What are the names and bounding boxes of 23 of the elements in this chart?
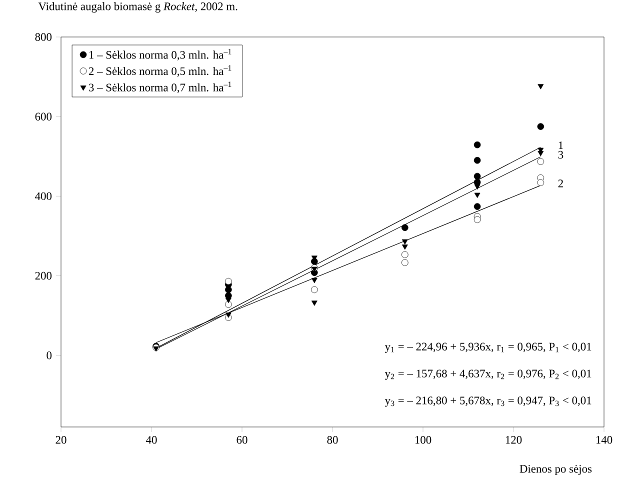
legend-label: 3 – Sėklos norma 0,7 mln. ha$^{–1}$ bbox=[89, 82, 232, 94]
y-tick-label: 800 bbox=[35, 33, 52, 41]
legend-label: 2 – Sėklos norma 0,5 mln. ha$^{–1}$ bbox=[88, 65, 232, 77]
series-label: 1 bbox=[558, 141, 563, 150]
x-tick-label: 40 bbox=[146, 436, 157, 444]
series-label: 2 bbox=[558, 180, 563, 188]
x-tick-label: 140 bbox=[596, 436, 612, 444]
annotation: y$_{1}$ = – 224,96 + 5,936x, r$_{1}$ = 0,965, P$_{1}$ < 0,01 bbox=[384, 342, 592, 353]
series-label: 3 bbox=[558, 150, 564, 159]
x-tick-label: 120 bbox=[506, 436, 522, 444]
y-tick-label: 200 bbox=[35, 272, 52, 280]
y-tick-label: 0 bbox=[46, 352, 52, 360]
x-axis-title: Dienos po sėjos bbox=[520, 465, 592, 476]
y-tick-label: 400 bbox=[35, 192, 52, 200]
x-tick-label: 80 bbox=[327, 436, 338, 444]
legend-label: 1 – Sėklos norma 0,3 mln. ha$^{–1}$ bbox=[89, 48, 232, 60]
chart-title: Vidutinė augalo biomasė g Rocket, 2002 m. bbox=[38, 2, 238, 13]
y-tick-label: 600 bbox=[35, 112, 52, 120]
annotation: y$_{2}$ = – 157,68 + 4,637x, r$_{2}$ = 0,976, P$_{2}$ < 0,01 bbox=[384, 370, 592, 380]
x-tick-label: 20 bbox=[56, 436, 66, 444]
x-tick-label: 100 bbox=[415, 436, 432, 444]
x-tick-label: 60 bbox=[236, 436, 248, 444]
annotation: y$_{3}$ = – 216,80 + 5,678x, r$_{3}$ = 0,947, P$_{3}$ < 0,01 bbox=[384, 396, 592, 407]
